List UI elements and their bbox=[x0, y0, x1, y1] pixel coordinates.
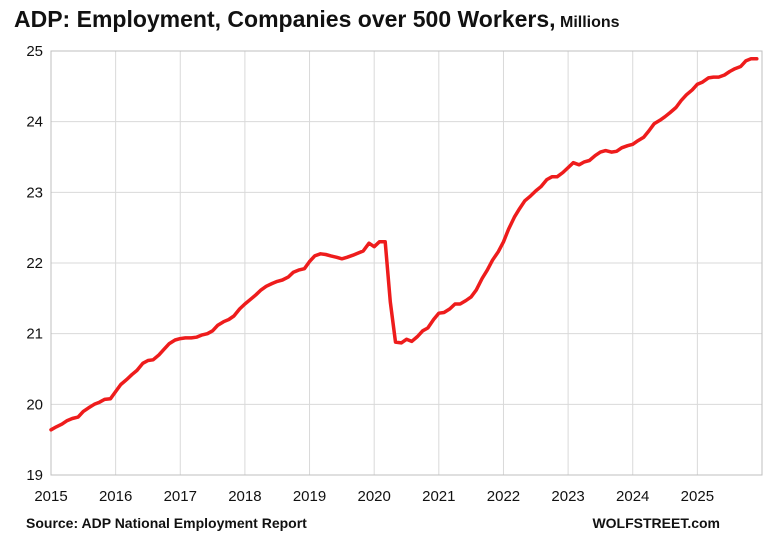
x-tick-label: 2018 bbox=[228, 488, 261, 505]
y-tick-label: 25 bbox=[26, 43, 43, 60]
source-note: Source: ADP National Employment Report bbox=[26, 515, 307, 531]
brand-label: WOLFSTREET.com bbox=[592, 515, 720, 531]
x-tick-label: 2016 bbox=[99, 488, 132, 505]
y-tick-label: 24 bbox=[26, 114, 43, 131]
y-tick-label: 19 bbox=[26, 467, 43, 484]
plot-area bbox=[50, 50, 763, 476]
y-tick-label: 21 bbox=[26, 326, 43, 343]
chart-title-units: Millions bbox=[559, 14, 620, 31]
chart-title: ADP: Employment, Companies over 500 Work… bbox=[14, 6, 620, 33]
x-tick-label: 2021 bbox=[422, 488, 455, 505]
x-tick-label: 2022 bbox=[487, 488, 520, 505]
x-tick-label: 2024 bbox=[616, 488, 649, 505]
grid-lines bbox=[50, 50, 762, 476]
x-tick-label: 2017 bbox=[164, 488, 197, 505]
series-group bbox=[49, 57, 759, 432]
y-tick-label: 20 bbox=[26, 396, 43, 413]
x-tick-label: 2023 bbox=[551, 488, 584, 505]
chart-title-main: ADP: Employment, Companies over 500 Work… bbox=[14, 6, 556, 32]
x-tick-label: 2025 bbox=[681, 488, 714, 505]
series-line bbox=[49, 57, 759, 432]
x-tick-label: 2020 bbox=[357, 488, 390, 505]
x-tick-label: 2019 bbox=[293, 488, 326, 505]
y-axis: 19 20 21 22 23 24 25 bbox=[26, 43, 43, 484]
x-axis: 2015 2016 2017 2018 2019 2020 2021 2022 2023 2024… bbox=[34, 488, 714, 505]
y-tick-label: 23 bbox=[26, 184, 43, 201]
y-tick-label: 22 bbox=[26, 255, 43, 272]
x-tick-label: 2015 bbox=[34, 488, 67, 505]
